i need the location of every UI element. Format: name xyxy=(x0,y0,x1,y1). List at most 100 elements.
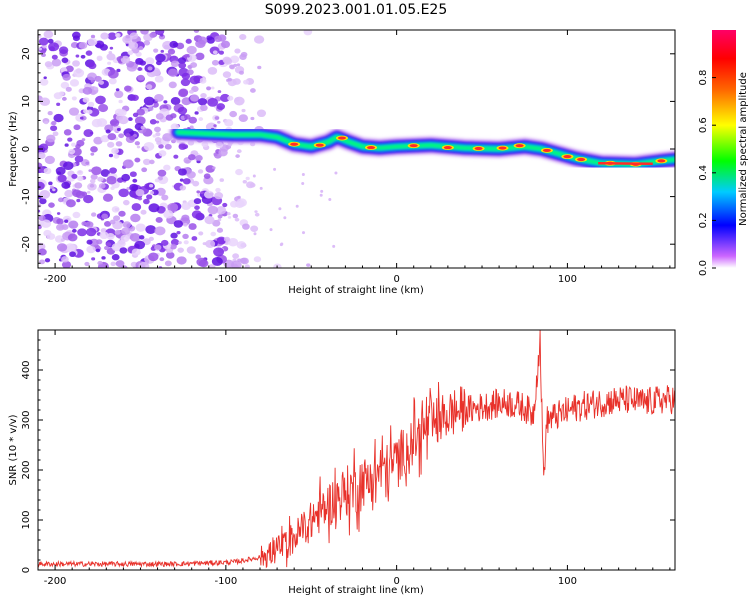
noise-blob xyxy=(85,221,94,228)
noise-blob xyxy=(182,178,191,185)
noise-blob xyxy=(71,173,78,179)
noise-blob xyxy=(204,190,214,199)
snr-y-tick-label: 400 xyxy=(21,360,32,379)
ridge-layer xyxy=(169,123,675,174)
noise-blob xyxy=(95,95,106,105)
noise-blob xyxy=(56,102,61,106)
noise-blob xyxy=(220,93,230,103)
noise-blob xyxy=(71,142,76,147)
noise-blob xyxy=(47,38,54,44)
noise-blob xyxy=(44,258,51,263)
noise-blob xyxy=(39,97,51,106)
noise-blob xyxy=(61,96,67,101)
noise-blob xyxy=(186,45,197,55)
noise-blob xyxy=(161,194,169,201)
noise-blob xyxy=(195,254,201,259)
noise-blob xyxy=(53,92,63,100)
noise-blob xyxy=(173,220,184,228)
noise-blob xyxy=(131,203,142,211)
noise-blob xyxy=(238,114,249,122)
noise-blob xyxy=(138,261,150,268)
noise-blob xyxy=(155,30,165,36)
noise-blob xyxy=(195,52,205,61)
noise-blob xyxy=(115,88,120,92)
noise-blob xyxy=(177,168,187,176)
noise-blob xyxy=(249,182,256,188)
noise-blob xyxy=(149,191,155,195)
noise-blob xyxy=(239,257,247,264)
noise-blob xyxy=(48,42,60,52)
noise-blob xyxy=(182,233,189,240)
noise-blob xyxy=(178,62,187,69)
noise-blob xyxy=(114,90,124,99)
noise-blob xyxy=(114,229,121,235)
noise-blob xyxy=(154,178,160,183)
noise-blob xyxy=(169,243,177,250)
noise-blob xyxy=(86,239,93,245)
noise-blob xyxy=(121,227,131,235)
noise-blob xyxy=(218,50,224,55)
noise-blob xyxy=(155,113,164,120)
noise-blob xyxy=(208,264,216,268)
noise-blob xyxy=(334,171,338,175)
colorbar-ticks: 0.0 0.2 0.4 0.6 0.8 xyxy=(698,70,716,276)
noise-blob xyxy=(238,70,244,75)
noise-blob xyxy=(122,199,130,206)
noise-blob xyxy=(177,247,184,253)
noise-blob xyxy=(129,183,139,192)
noise-blob xyxy=(206,36,215,44)
noise-blob xyxy=(211,256,223,266)
noise-blob xyxy=(207,66,218,75)
noise-blob xyxy=(196,257,208,267)
noise-blob xyxy=(52,131,59,137)
ridge-peak xyxy=(515,144,524,148)
noise-blob xyxy=(142,158,151,166)
noise-blob xyxy=(179,178,184,182)
noise-blob xyxy=(163,210,174,219)
noise-blob xyxy=(81,221,87,226)
noise-blob xyxy=(65,86,72,92)
noise-blob xyxy=(104,245,110,251)
noise-blob xyxy=(109,167,117,174)
noise-blob xyxy=(96,118,108,127)
colorbar: 0.0 0.2 0.4 0.6 0.8 Normalized spectral ampl… xyxy=(698,30,749,276)
noise-blob xyxy=(69,79,80,87)
noise-blob xyxy=(76,170,84,176)
noise-blob xyxy=(61,260,72,268)
noise-blob xyxy=(57,197,64,203)
noise-blob xyxy=(179,185,187,191)
noise-blob xyxy=(38,220,45,226)
noise-blob xyxy=(66,199,76,208)
noise-blob xyxy=(301,172,305,176)
noise-blob xyxy=(113,215,121,222)
noise-blob xyxy=(58,46,69,55)
spectrogram-x-ticks: -200 -100 0 100 xyxy=(37,30,671,285)
noise-blob xyxy=(227,95,234,101)
noise-blob xyxy=(74,155,84,163)
noise-blob xyxy=(113,153,120,159)
noise-blob xyxy=(90,79,95,83)
noise-blob xyxy=(217,34,227,42)
spectrogram-x-tick-label: -200 xyxy=(44,274,67,285)
noise-blob xyxy=(68,148,76,155)
noise-blob xyxy=(169,40,179,49)
noise-blob xyxy=(155,216,163,223)
noise-blob xyxy=(39,190,51,199)
noise-blob xyxy=(73,124,81,131)
noise-blob xyxy=(254,212,260,217)
noise-blob xyxy=(132,178,138,183)
spectrogram-y-tick-label: -20 xyxy=(21,236,32,252)
noise-blob xyxy=(115,260,125,268)
noise-blob xyxy=(105,242,112,247)
noise-blob xyxy=(218,148,228,157)
noise-blob xyxy=(121,173,131,182)
noise-blob xyxy=(68,220,79,229)
noise-blob xyxy=(167,48,176,55)
noise-blob xyxy=(137,67,143,71)
noise-blob xyxy=(197,169,204,174)
noise-blob xyxy=(232,253,240,259)
noise-blob xyxy=(55,223,65,231)
noise-blob xyxy=(250,88,256,93)
noise-blob xyxy=(328,197,332,201)
noise-blob xyxy=(61,256,69,263)
